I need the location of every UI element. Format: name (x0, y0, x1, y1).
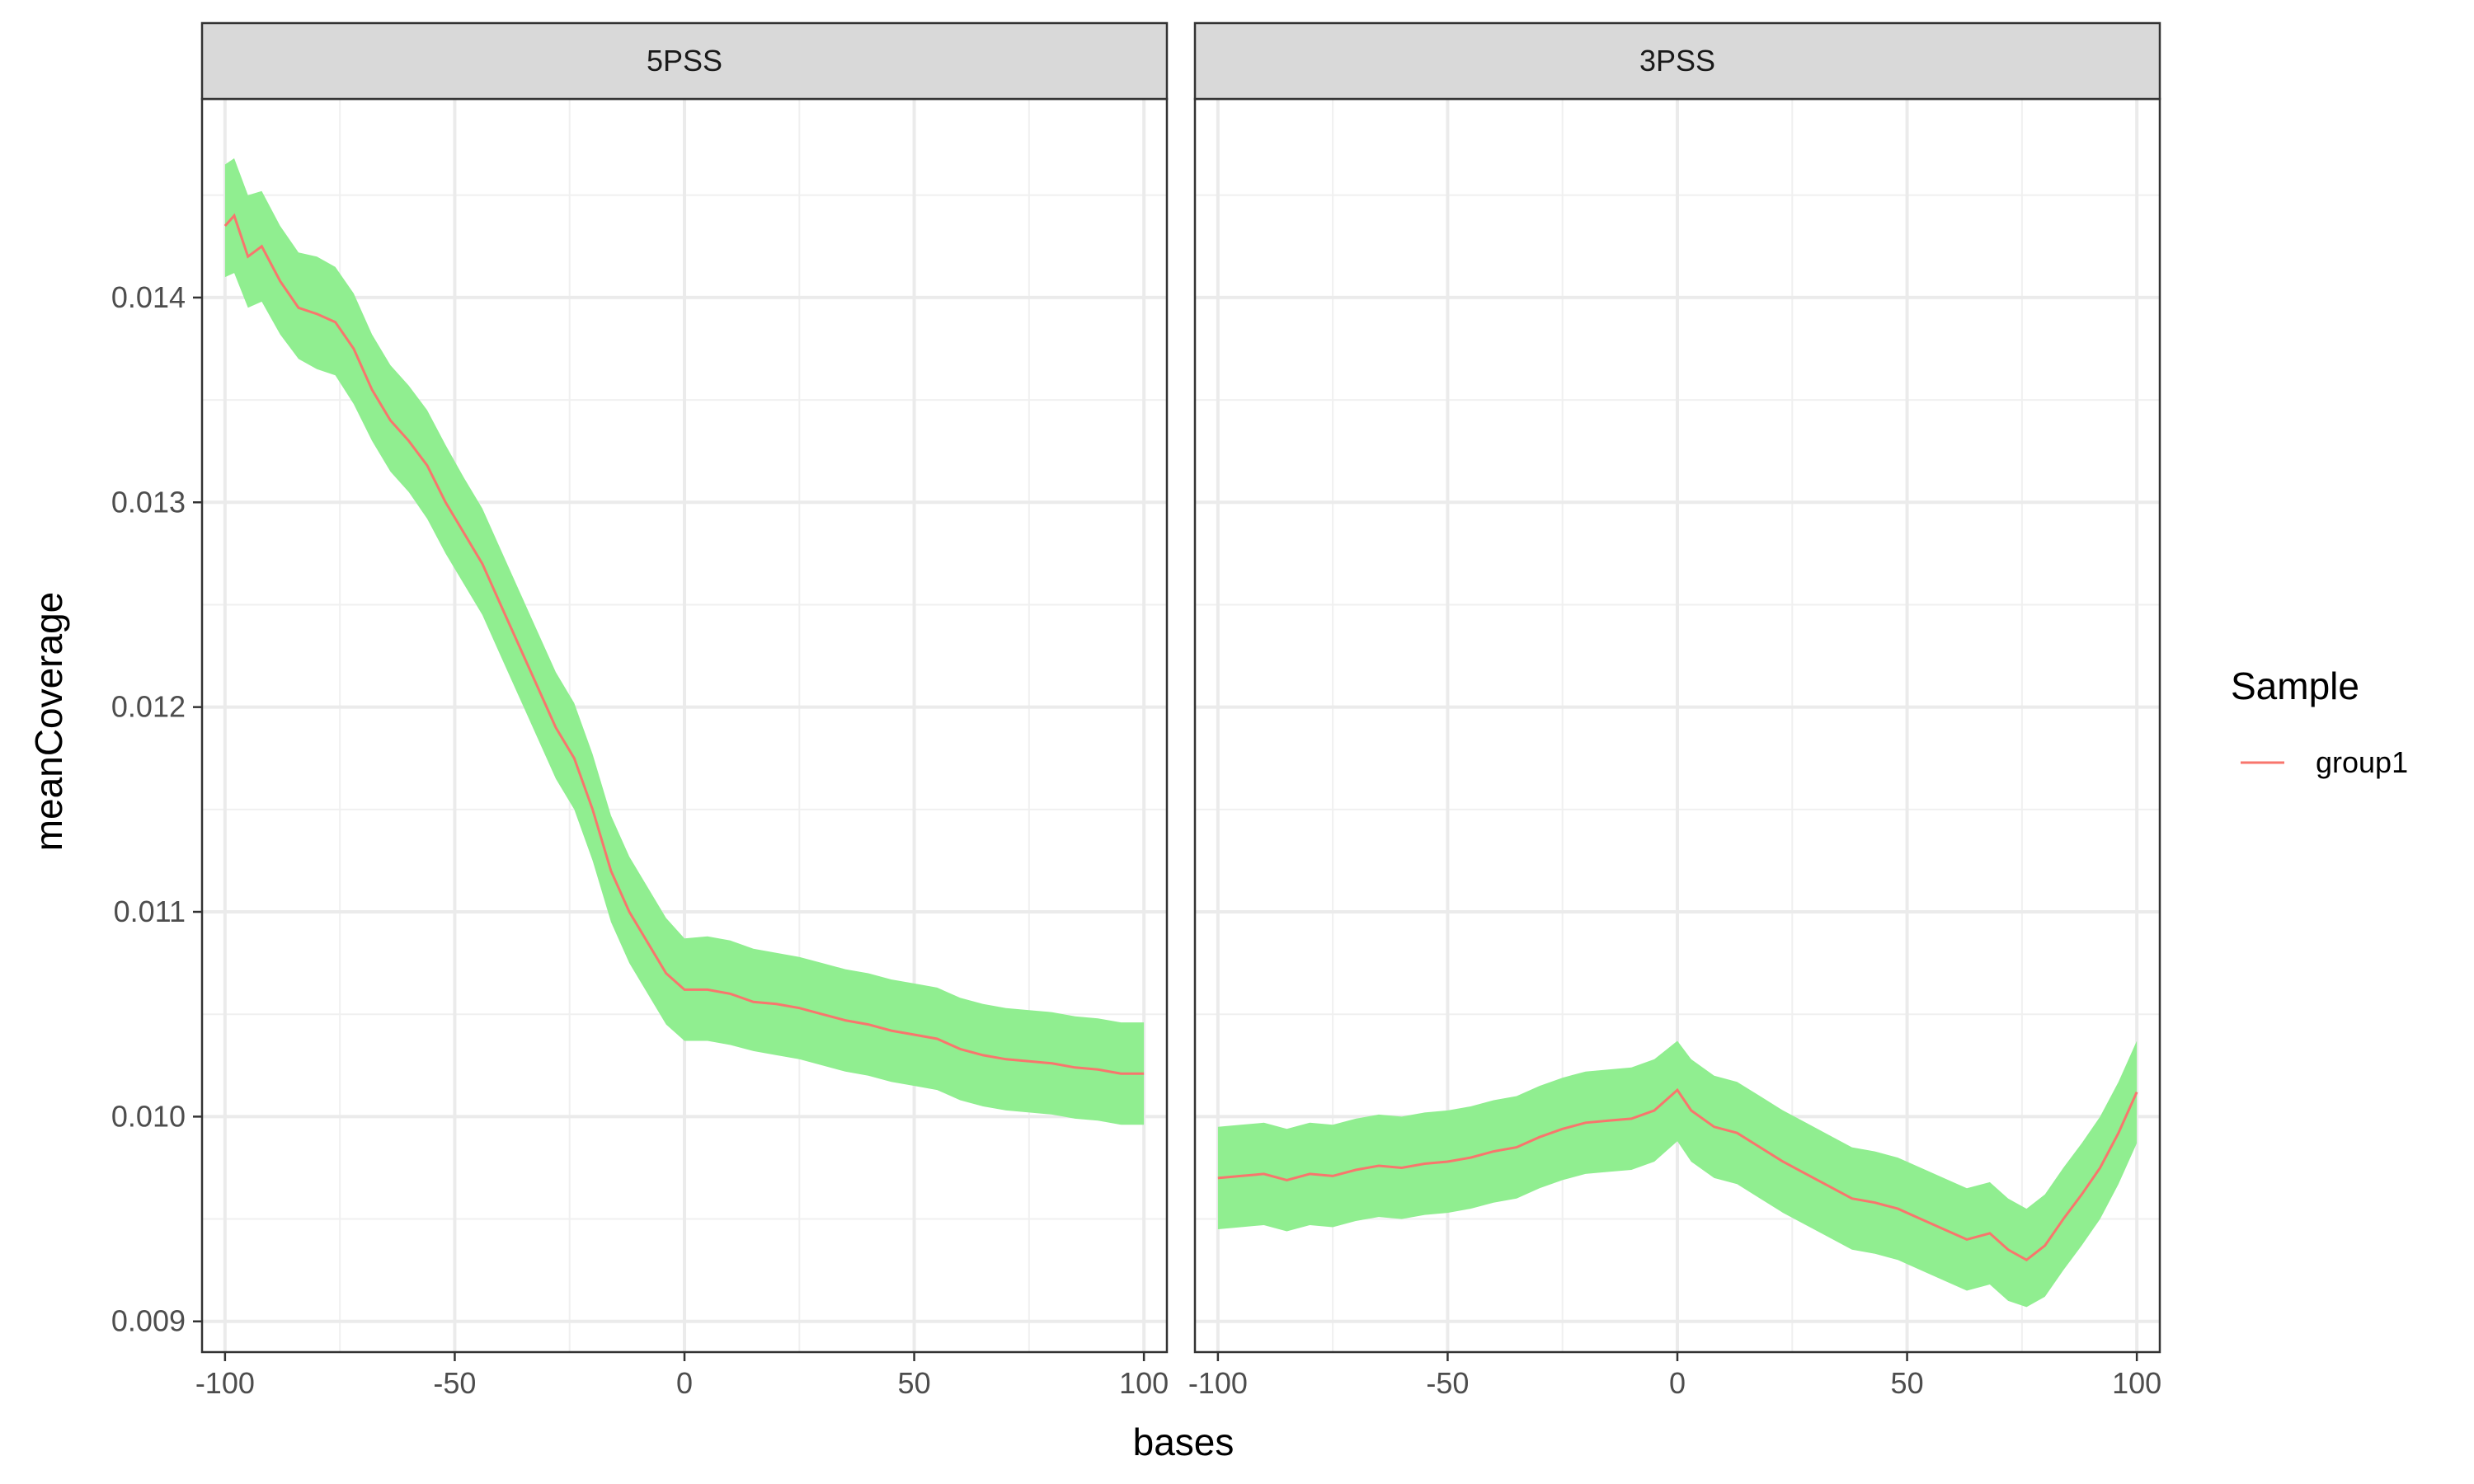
x-tick-label: 0 (1669, 1366, 1686, 1400)
legend-label-group1: group1 (2316, 745, 2408, 779)
x-tick-label: 50 (1891, 1366, 1924, 1400)
x-tick-label: 100 (1119, 1366, 1169, 1400)
y-tick-label: 0.013 (111, 485, 186, 519)
y-tick-label: 0.012 (111, 690, 186, 724)
strip-label: 3PSS (1639, 44, 1715, 77)
x-tick-label: 50 (898, 1366, 931, 1400)
strip-label: 5PSS (647, 44, 722, 77)
x-tick-label: -100 (195, 1366, 255, 1400)
y-tick-label: 0.010 (111, 1099, 186, 1133)
confidence-ribbon-group1 (224, 158, 1145, 1125)
y-tick-label: 0.011 (114, 895, 186, 928)
x-tick-label: 0 (676, 1366, 693, 1400)
x-tick-label: -100 (1188, 1366, 1248, 1400)
y-tick-label: 0.009 (111, 1304, 186, 1338)
series-line-group1 (223, 213, 1145, 1075)
legend-title: Sample (2231, 665, 2359, 707)
legend: Sample group1 (2231, 665, 2408, 779)
confidence-ribbon-group1 (1217, 1040, 2138, 1308)
strip-background (1193, 21, 2161, 101)
panel-5PSS: 5PSS -100 -50 0 50 100 0.009 0.010 0.011 0.012 0.0… (111, 21, 1169, 1400)
x-axis-title: bases (1133, 1421, 1235, 1463)
x-tick-label: -50 (1426, 1366, 1469, 1400)
y-tick-label: 0.014 (111, 280, 186, 314)
x-tick-label: -50 (433, 1366, 476, 1400)
panel-3PSS: 3PSS -100 -50 0 50 100 (1188, 21, 2161, 1400)
panels-layer: 5PSS -100 -50 0 50 100 0.009 0.010 0.011 0.012 0.0… (111, 21, 2161, 1400)
series-line-group1 (1217, 1087, 2138, 1261)
x-tick-label: 100 (2112, 1366, 2161, 1400)
strip-background (200, 21, 1169, 101)
y-axis-title: meanCoverage (27, 592, 70, 852)
